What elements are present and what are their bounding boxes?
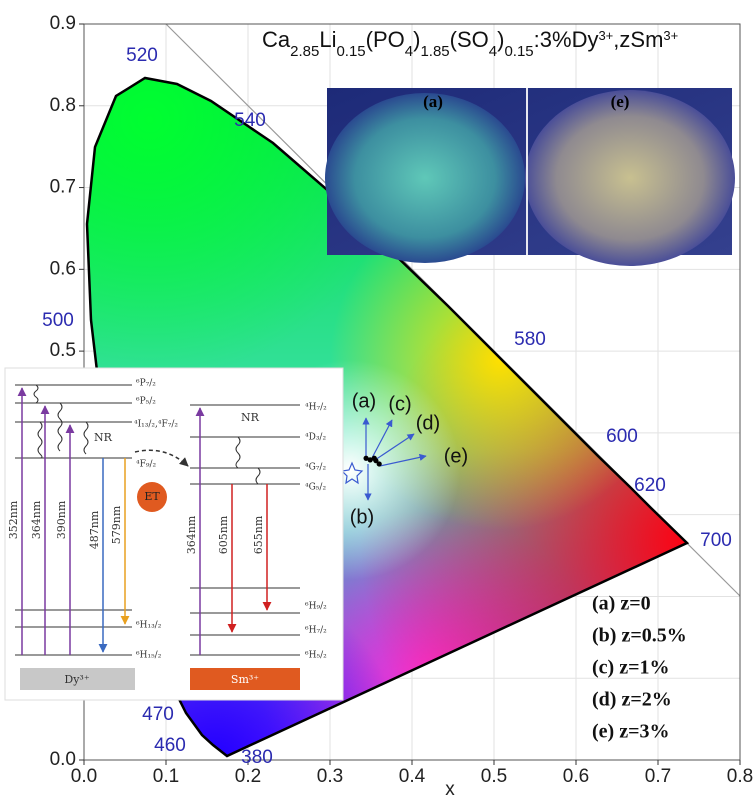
transition-label: 605nm [217, 515, 230, 554]
title-segment: Li [319, 27, 336, 52]
data-point [377, 461, 382, 466]
title-segment: 0.15 [504, 43, 533, 60]
title-segment: ) [413, 27, 420, 52]
transition-label: 487nm [88, 510, 101, 549]
x-tick-label: 0.4 [399, 766, 426, 787]
title-segment: 3+ [598, 28, 613, 43]
y-tick-label: 0.5 [50, 340, 76, 361]
wavelength-label: 500 [42, 310, 74, 331]
point-label: (e) [444, 445, 468, 467]
wavelength-label: 600 [606, 426, 638, 447]
level-label: ⁶H₇/₂ [305, 626, 327, 636]
wavelength-label: 580 [514, 329, 546, 350]
y-tick-label: 0.0 [50, 749, 76, 770]
level-label: ⁶H₅/₂ [305, 651, 327, 661]
level-label: ⁶P₇/₂ [136, 379, 156, 389]
x-tick-label: 0.1 [153, 766, 179, 787]
wavelength-label: 620 [634, 475, 666, 496]
et-label: ET [144, 490, 160, 503]
level-label: ⁴G₇/₂ [305, 463, 326, 473]
transition-label: 364nm [185, 515, 198, 554]
transition-label: 655nm [252, 515, 265, 554]
transition-label: 390nm [55, 500, 68, 539]
level-label: ⁶P₅/₂ [136, 397, 156, 407]
y-tick-label: 0.6 [50, 258, 76, 279]
x-tick-label: 0.8 [727, 766, 753, 787]
point-label: (b) [350, 506, 374, 528]
level-label: ⁴H₇/₂ [305, 403, 327, 413]
chart-title: Ca2.85Li0.15(PO4)1.85(SO4)0.15:3%Dy3+,zS… [262, 27, 678, 60]
title-segment: Ca [262, 27, 291, 52]
ion-label: Dy³⁺ [64, 673, 89, 686]
wavelength-label: 540 [234, 110, 266, 131]
x-tick-label: 0.6 [563, 766, 589, 787]
title-segment: ,zSm [613, 27, 663, 52]
title-segment: ) [497, 27, 504, 52]
legend-entry: (a) z=0 [592, 593, 651, 615]
y-tick-label: 0.8 [50, 95, 76, 116]
nr-label: NR [241, 411, 260, 424]
point-label: (d) [416, 412, 440, 434]
point-label: (a) [352, 390, 376, 412]
title-segment: (SO [450, 27, 489, 52]
x-tick-label: 0.7 [645, 766, 671, 787]
photo-inset: (a) (e) [325, 88, 735, 266]
photo-label: (a) [423, 92, 443, 111]
level-label: ⁴D₃/₂ [305, 433, 326, 443]
energy-diagram: ⁶P₇/₂ ⁶P₅/₂ ⁴I₁₃/₂,⁴F₇/₂ ⁴F₉/₂ ⁶H₁₃/₂ ⁶H… [5, 368, 343, 700]
transition-label: 352nm [7, 500, 20, 539]
title-segment: (PO [366, 27, 405, 52]
transition-label: 364nm [30, 500, 43, 539]
x-tick-label: 0.2 [235, 766, 261, 787]
x-tick-label: 0.3 [317, 766, 343, 787]
level-label: ⁴G₅/₂ [305, 483, 326, 493]
ion-label: Sm³⁺ [231, 673, 259, 686]
title-segment: 4 [489, 43, 497, 60]
level-label: ⁶H₉/₂ [305, 602, 327, 612]
x-axis-label: x [445, 779, 455, 796]
photo-label: (e) [611, 92, 630, 111]
title-segment: 4 [405, 43, 413, 60]
title-segment: :3%Dy [534, 27, 599, 52]
title-segment: 0.15 [336, 43, 365, 60]
wavelength-label: 460 [154, 735, 186, 756]
wavelength-label: 470 [142, 704, 174, 725]
chart: 0.00.10.20.30.40.50.60.70.80.00.10.20.30… [0, 0, 756, 796]
wavelength-label: 380 [241, 747, 273, 768]
point-label: (c) [388, 393, 411, 415]
x-tick-label: 0.5 [481, 766, 507, 787]
wavelength-label: 520 [126, 45, 158, 66]
title-segment: 3+ [663, 28, 678, 43]
level-label: ⁴I₁₃/₂,⁴F₇/₂ [134, 420, 178, 430]
legend-entry: (d) z=2% [592, 689, 672, 711]
level-label: ⁶H₁₅/₂ [136, 651, 162, 661]
legend-entry: (c) z=1% [592, 657, 669, 679]
wavelength-label: 700 [700, 530, 732, 551]
title-segment: 2.85 [290, 43, 319, 60]
title-segment: 1.85 [420, 43, 449, 60]
legend-entry: (e) z=3% [592, 721, 669, 743]
nr-label: NR [94, 431, 113, 444]
y-tick-label: 0.9 [50, 13, 76, 34]
y-tick-label: 0.7 [50, 177, 76, 198]
legend-entry: (b) z=0.5% [592, 625, 687, 647]
transition-label: 579nm [110, 505, 123, 544]
level-label: ⁶H₁₃/₂ [136, 621, 162, 631]
level-label: ⁴F₉/₂ [136, 460, 156, 470]
